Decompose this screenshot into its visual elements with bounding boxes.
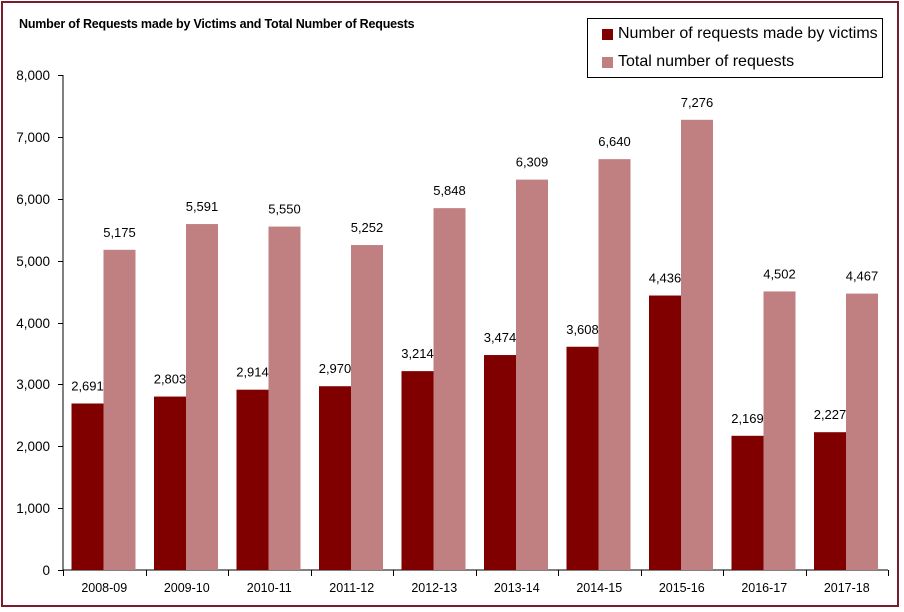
y-tick-label: 0 — [42, 563, 50, 578]
value-label-total: 6,309 — [516, 155, 549, 170]
value-label-victims: 2,803 — [154, 372, 187, 387]
x-tick-label: 2011-12 — [329, 581, 374, 595]
bar-total — [763, 291, 796, 570]
x-tick-label: 2008-09 — [81, 581, 127, 595]
value-label-victims: 2,691 — [71, 378, 104, 393]
legend-item-victims: Number of requests made by victims — [602, 24, 878, 44]
bar-total — [516, 179, 548, 571]
y-tick-label: 1,000 — [16, 501, 50, 516]
y-tick-label: 6,000 — [16, 192, 50, 207]
value-label-victims: 2,227 — [814, 407, 847, 422]
y-tick-label: 7,000 — [16, 130, 50, 145]
value-label-total: 4,502 — [763, 266, 796, 281]
bar-victims — [566, 346, 599, 570]
bar-victims — [319, 386, 351, 570]
bar-total — [103, 249, 136, 570]
value-label-total: 4,467 — [846, 269, 879, 284]
bar-victims — [484, 355, 516, 570]
y-tick-label: 2,000 — [16, 439, 50, 454]
x-tick-label: 2017-18 — [824, 581, 870, 595]
chart-legend: Number of requests made by victims Total… — [587, 18, 883, 78]
bar-victims — [649, 295, 681, 570]
y-tick-label: 8,000 — [16, 68, 50, 83]
bar-total — [351, 245, 383, 570]
value-label-victims: 3,474 — [484, 330, 517, 345]
x-tick-label: 2015-16 — [659, 581, 705, 595]
value-label-victims: 4,436 — [649, 271, 682, 286]
x-tick-label: 2012-13 — [411, 581, 457, 595]
bar-total — [268, 226, 301, 570]
value-label-victims: 2,169 — [731, 411, 764, 426]
bar-victims — [236, 389, 269, 570]
bar-victims — [154, 396, 186, 570]
legend-swatch-victims — [602, 28, 613, 40]
value-label-total: 5,252 — [351, 220, 384, 235]
bar-total — [186, 224, 218, 570]
x-tick-label: 2016-17 — [741, 581, 787, 595]
bar-victims — [731, 435, 764, 570]
x-tick-label: 2013-14 — [494, 581, 540, 595]
y-tick-label: 5,000 — [16, 254, 50, 269]
x-tick-label: 2010-11 — [247, 581, 292, 595]
bar-victims — [401, 371, 434, 570]
bar-victims — [71, 403, 104, 570]
legend-swatch-total — [602, 56, 613, 68]
value-label-victims: 2,970 — [319, 361, 352, 376]
value-label-total: 6,640 — [598, 134, 631, 149]
y-tick-label: 3,000 — [16, 377, 50, 392]
chart-title: Number of Requests made by Victims and T… — [19, 17, 415, 31]
x-tick-label: 2009-10 — [164, 581, 210, 595]
value-label-victims: 2,914 — [236, 365, 269, 380]
x-tick-label: 2014-15 — [576, 581, 622, 595]
legend-item-total: Total number of requests — [602, 52, 794, 72]
legend-label-victims: Number of requests made by victims — [618, 25, 878, 42]
value-label-victims: 3,214 — [401, 346, 434, 361]
bar-total — [433, 208, 466, 570]
value-label-victims: 3,608 — [566, 322, 599, 337]
value-label-total: 5,550 — [268, 202, 301, 217]
value-label-total: 5,175 — [103, 225, 136, 240]
value-label-total: 7,276 — [681, 95, 714, 110]
legend-label-total: Total number of requests — [618, 53, 795, 70]
y-tick-label: 4,000 — [16, 316, 50, 331]
bar-total — [846, 293, 878, 570]
bar-victims — [814, 432, 846, 570]
value-label-total: 5,591 — [186, 199, 219, 214]
value-label-total: 5,848 — [433, 183, 466, 198]
bar-total — [598, 159, 631, 570]
bar-total — [681, 119, 713, 571]
